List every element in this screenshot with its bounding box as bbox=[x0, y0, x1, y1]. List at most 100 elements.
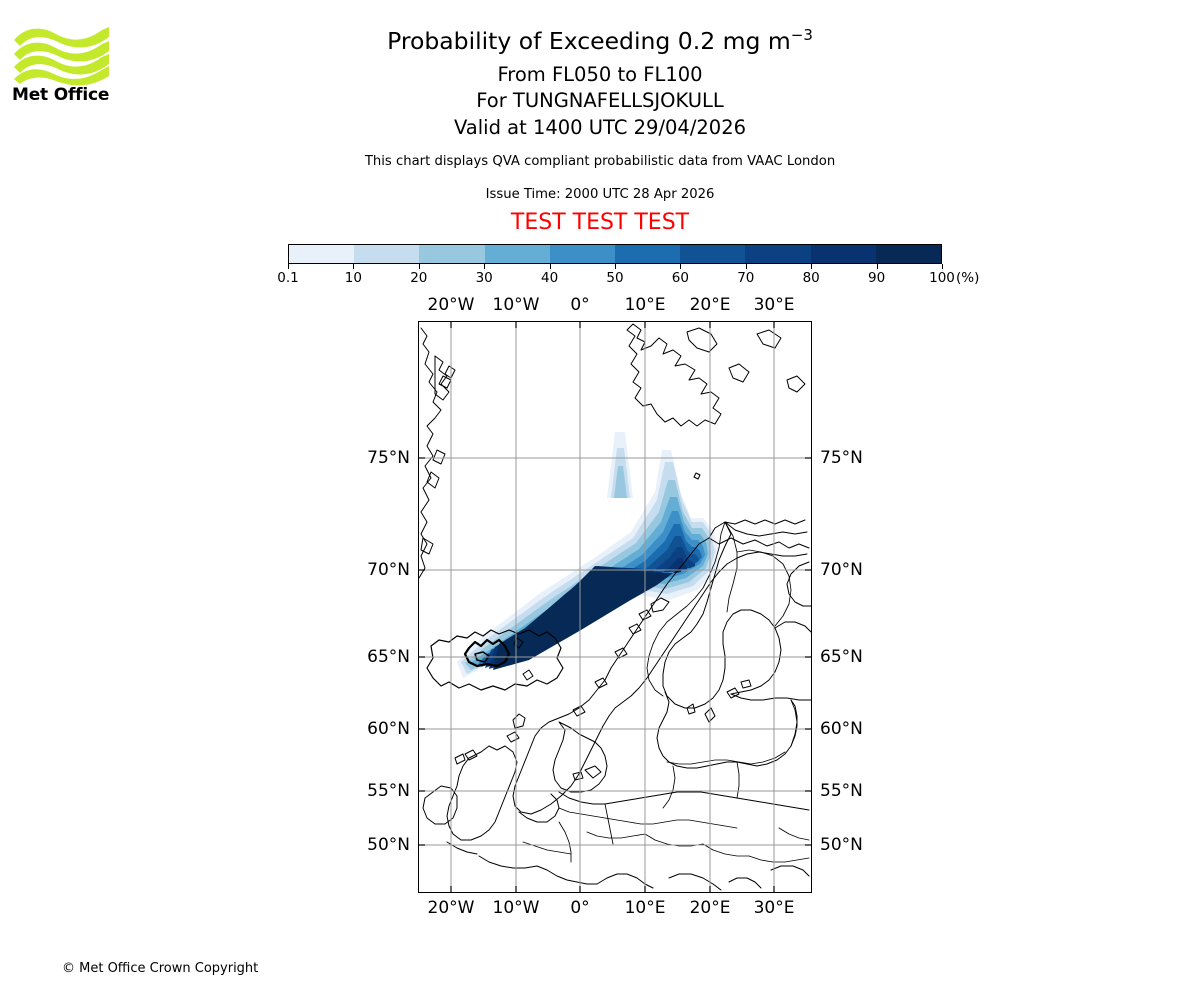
coast-franz-josef-edge bbox=[786, 375, 806, 393]
coast-black-sea-north bbox=[770, 865, 810, 877]
coast-saaremaa bbox=[726, 687, 740, 699]
colorbar-tick-30 bbox=[484, 264, 486, 269]
test-banner: TEST TEST TEST bbox=[510, 210, 690, 235]
colorbar-tick-label-60: 60 bbox=[671, 270, 689, 286]
colorbar-tick-40 bbox=[549, 264, 551, 269]
lat-label-right-60°N: 60°N bbox=[820, 719, 863, 739]
lon-label-bottom-30°E: 30°E bbox=[753, 898, 795, 918]
colorbar-segment-5 bbox=[615, 245, 681, 263]
volcano-caldera-marker bbox=[474, 651, 490, 663]
lon-label-bottom-20°W: 20°W bbox=[427, 898, 475, 918]
colorbar-tick-80 bbox=[811, 264, 813, 269]
lon-label-top-20°W: 20°W bbox=[427, 295, 475, 315]
lon-label-top-20°E: 20°E bbox=[689, 295, 731, 315]
coast-baltic-states bbox=[656, 691, 798, 769]
coast-greenland-island-b bbox=[438, 375, 452, 389]
lon-label-top-30°E: 30°E bbox=[753, 295, 795, 315]
lon-label-bottom-0°: 0° bbox=[570, 898, 590, 918]
coast-greenland bbox=[419, 327, 442, 579]
colorbar-segment-1 bbox=[354, 245, 420, 263]
coast-svalbard-kvitoya bbox=[756, 329, 782, 349]
coast-black-sea-west bbox=[728, 877, 762, 889]
coast-lofoten bbox=[650, 597, 670, 613]
lat-label-right-75°N: 75°N bbox=[820, 448, 863, 468]
issue-time-label: Issue Time: 2000 UTC 28 Apr 2026 bbox=[485, 187, 715, 202]
met-office-wave-icon bbox=[14, 27, 109, 86]
copyright-notice: © Met Office Crown Copyright bbox=[62, 961, 259, 976]
axis-ticks bbox=[419, 322, 811, 892]
lon-label-top-0°: 0° bbox=[570, 295, 590, 315]
met-office-logo-text: Met Office bbox=[12, 85, 110, 105]
coast-faroe bbox=[522, 669, 534, 681]
volcano-source-marker bbox=[463, 638, 511, 668]
coast-bear-island bbox=[693, 472, 701, 480]
lat-label-left-55°N: 55°N bbox=[367, 781, 410, 801]
lat-label-right-65°N: 65°N bbox=[820, 647, 863, 667]
coast-southern-europe bbox=[478, 855, 598, 885]
coast-finland-north bbox=[724, 521, 808, 537]
lat-label-right-55°N: 55°N bbox=[820, 781, 863, 801]
colorbar-segment-2 bbox=[419, 245, 485, 263]
coast-iceland bbox=[426, 629, 564, 691]
colorbar-tick-10 bbox=[353, 264, 355, 269]
lat-label-left-60°N: 60°N bbox=[367, 719, 410, 739]
coast-zealand bbox=[584, 765, 602, 779]
colorbar-tick-20 bbox=[418, 264, 420, 269]
lon-label-top-10°E: 10°E bbox=[624, 295, 666, 315]
coast-hiiumaa bbox=[740, 679, 752, 689]
border-baltic-south bbox=[666, 751, 786, 765]
subtitle-volcano: For TUNGNAFELLSJOKULL bbox=[476, 89, 724, 112]
border-germany-south bbox=[558, 807, 738, 829]
coast-denmark bbox=[552, 721, 608, 793]
lon-label-top-10°W: 10°W bbox=[492, 295, 540, 315]
border-romania-ukraine bbox=[748, 855, 810, 863]
plume-band-30-40 bbox=[469, 497, 708, 666]
colorbar-tick-label-20: 20 bbox=[410, 270, 428, 286]
subtitle-valid-time: Valid at 1400 UTC 29/04/2026 bbox=[453, 115, 747, 139]
border-estonia-russia bbox=[790, 699, 798, 747]
coast-balkans bbox=[668, 873, 722, 891]
probability-colorbar: (%) 0.1 10 20 30 40 50 60 70 80 90 100 bbox=[277, 244, 979, 292]
page-title: Probability of Exceeding 0.2 mg m−3 bbox=[0, 28, 1200, 54]
colorbar-tick-label-70: 70 bbox=[737, 270, 755, 286]
colorbar-segment-0 bbox=[289, 245, 355, 263]
coast-shetland bbox=[512, 713, 526, 729]
coast-greenland-island-d bbox=[432, 449, 446, 465]
border-ukraine-north bbox=[778, 827, 810, 841]
coast-orkney bbox=[506, 731, 520, 743]
lon-label-bottom-10°E: 10°E bbox=[624, 898, 666, 918]
coast-svalbard-east-island bbox=[728, 363, 750, 383]
colorbar-segment-3 bbox=[484, 245, 550, 263]
colorbar-tick-label-0.1: 0.1 bbox=[277, 270, 299, 286]
border-germany-netherlands bbox=[604, 803, 614, 845]
border-norway-sweden bbox=[646, 521, 726, 697]
border-lithuania-belarus bbox=[736, 761, 740, 799]
coast-greenland-island-e bbox=[426, 471, 440, 489]
coast-norway-island-d bbox=[572, 705, 586, 717]
colorbar-tick-label-90: 90 bbox=[868, 270, 886, 286]
colorbar-tick-label-80: 80 bbox=[802, 270, 820, 286]
border-alps-north bbox=[586, 831, 646, 839]
lon-label-bottom-20°E: 20°E bbox=[689, 898, 731, 918]
coast-karelia bbox=[774, 621, 811, 633]
coast-norway-island-b bbox=[614, 647, 628, 659]
subtitle-flight-levels: From FL050 to FL100 bbox=[497, 62, 703, 86]
colorbar-tick-90 bbox=[876, 264, 878, 269]
colorbar-segments bbox=[288, 244, 942, 264]
lat-label-right-50°N: 50°N bbox=[820, 835, 863, 855]
coast-gulf-of-finland bbox=[730, 693, 811, 701]
colorbar-segment-8 bbox=[810, 245, 876, 263]
border-poland-west bbox=[662, 765, 676, 809]
border-austria-hungary bbox=[644, 833, 704, 847]
colorbar-segment-9 bbox=[875, 245, 942, 263]
country-borders-layer bbox=[522, 521, 810, 863]
border-sweden-finland bbox=[724, 521, 738, 613]
coast-kola-white-sea bbox=[786, 561, 811, 607]
coast-greenland-island-f bbox=[420, 537, 434, 555]
lon-label-bottom-10°W: 10°W bbox=[492, 898, 540, 918]
ash-plume-layer bbox=[457, 432, 719, 678]
coast-ireland bbox=[422, 785, 458, 825]
coast-continental-north bbox=[558, 791, 810, 811]
coast-norway-island-a bbox=[628, 623, 642, 635]
coast-hebrides bbox=[464, 749, 478, 761]
